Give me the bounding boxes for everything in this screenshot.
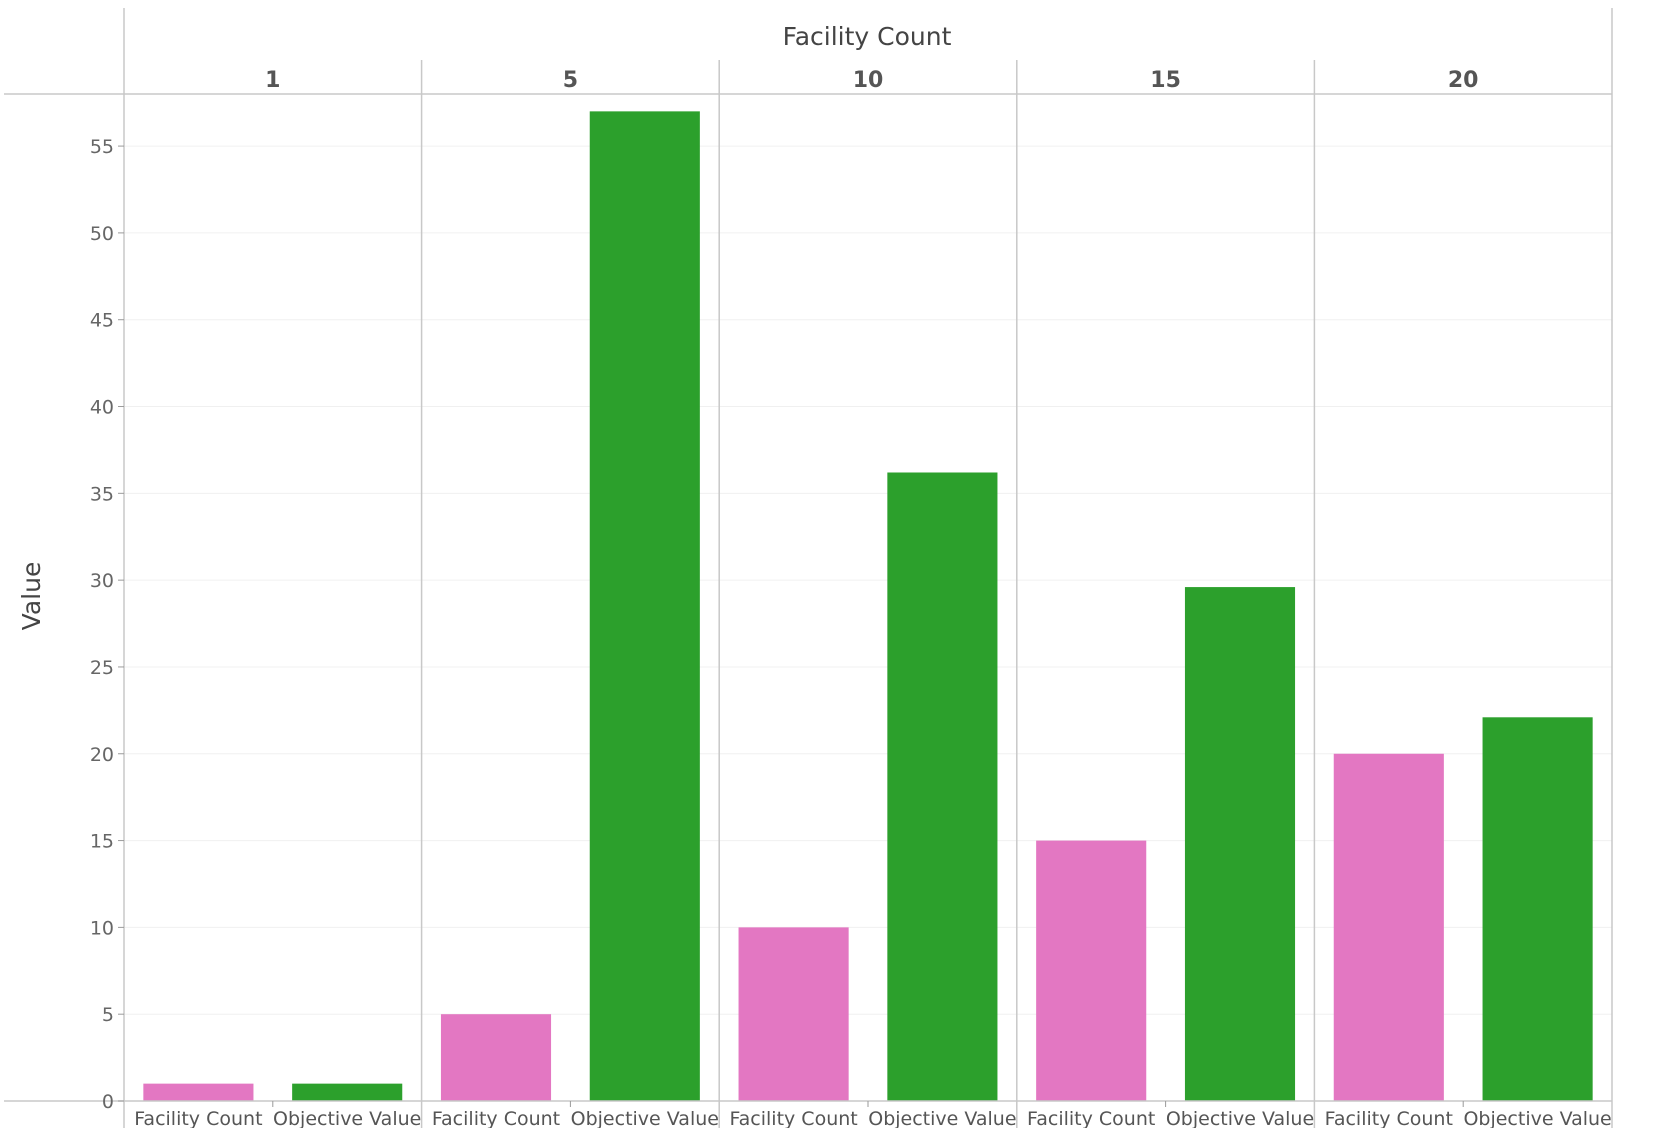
x-category-label: Objective Value xyxy=(1463,1108,1611,1128)
x-category-label: Objective Value xyxy=(1166,1108,1314,1128)
y-tick-label-10: 10 xyxy=(90,917,114,939)
y-tick-label-5: 5 xyxy=(102,1004,114,1026)
grid-lines xyxy=(124,145,1612,1102)
chart-title: Facility Count xyxy=(783,22,952,51)
x-category-label: Objective Value xyxy=(868,1108,1016,1128)
bar-5-objective-value xyxy=(589,111,700,1102)
x-category-label: Facility Count xyxy=(134,1108,262,1128)
bar-20-facility-count xyxy=(1333,753,1444,1101)
x-category-label: Facility Count xyxy=(1325,1108,1453,1128)
bars xyxy=(143,111,1593,1102)
bar-15-objective-value xyxy=(1184,587,1296,1101)
bar-10-facility-count xyxy=(738,927,849,1101)
x-category-label: Objective Value xyxy=(571,1108,719,1128)
x-category-label: Objective Value xyxy=(273,1108,421,1128)
facet-header-1: 1 xyxy=(265,68,280,93)
facet-header-20: 20 xyxy=(1448,68,1479,93)
bar-1-facility-count xyxy=(143,1083,254,1101)
bar-20-objective-value xyxy=(1482,717,1593,1101)
x-axis-category-labels: Facility Count Objective Value Facility Co… xyxy=(134,1101,1612,1130)
panel-frame xyxy=(4,8,1613,1132)
bar-5-facility-count xyxy=(440,1014,552,1101)
bar-10-objective-value xyxy=(887,472,998,1101)
y-tick-label-15: 15 xyxy=(90,831,114,853)
y-tick-label-50: 50 xyxy=(90,223,114,245)
bar-1-objective-value xyxy=(292,1083,403,1101)
y-tick-label-30: 30 xyxy=(90,570,114,592)
y-tick-label-20: 20 xyxy=(90,744,114,766)
y-tick-label-0: 0 xyxy=(102,1091,114,1113)
facet-header-10: 10 xyxy=(853,68,884,93)
y-tick-label-45: 45 xyxy=(90,310,114,332)
y-axis-title: Value xyxy=(17,562,46,631)
y-tick-label-35: 35 xyxy=(90,483,114,505)
facet-headers: 1 5 10 15 20 xyxy=(265,68,1478,93)
x-category-label: Facility Count xyxy=(432,1108,560,1128)
bar-15-facility-count xyxy=(1036,840,1147,1101)
facet-header-15: 15 xyxy=(1150,68,1181,93)
x-category-label: Facility Count xyxy=(1027,1108,1155,1128)
y-tick-label-25: 25 xyxy=(90,657,114,679)
x-category-label: Facility Count xyxy=(729,1108,857,1128)
y-axis: 0 5 10 15 20 25 30 35 40 45 50 55 xyxy=(90,136,124,1113)
facet-header-5: 5 xyxy=(563,68,578,93)
y-tick-label-55: 55 xyxy=(90,136,114,158)
y-tick-label-40: 40 xyxy=(90,397,114,419)
